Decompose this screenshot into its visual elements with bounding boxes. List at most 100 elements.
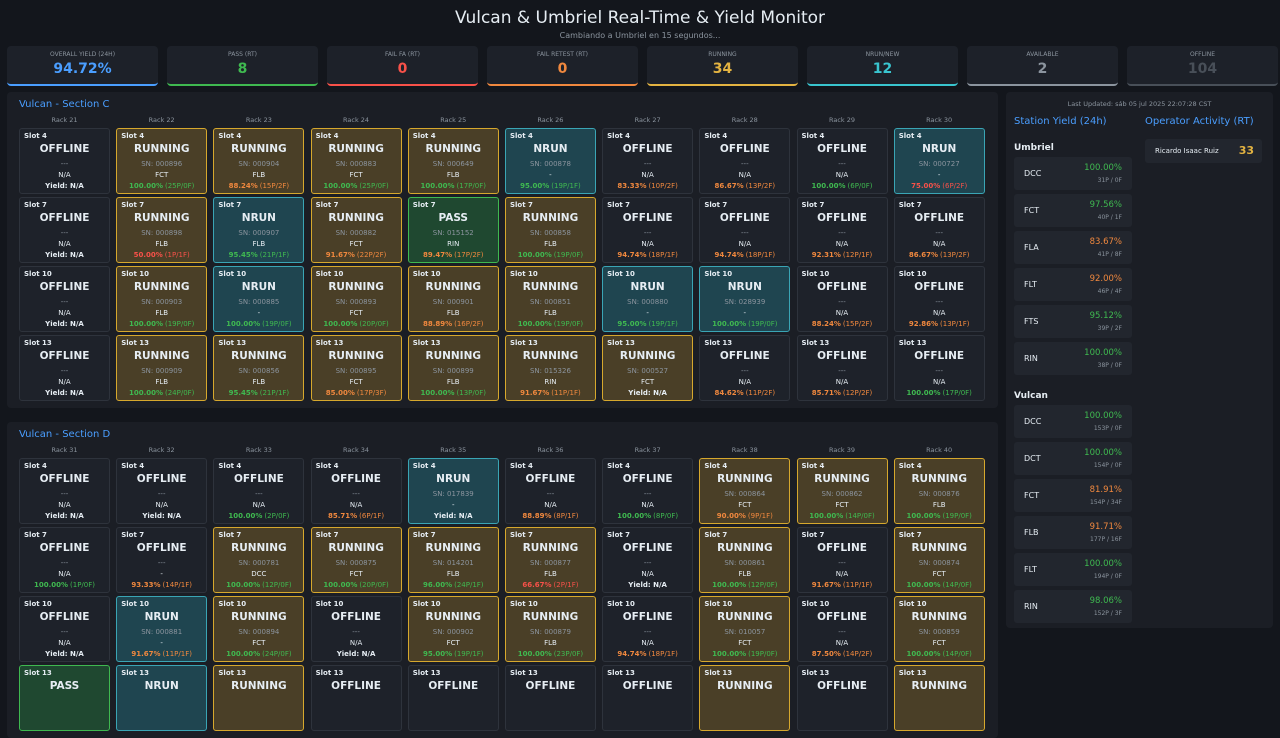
yield-value: Yield: N/A <box>628 389 667 397</box>
yield-line: Yield: N/A <box>20 251 109 262</box>
slot-status: RUNNING <box>328 143 384 155</box>
slot-label: Slot 10 <box>218 270 247 278</box>
slot-label: Slot 13 <box>509 669 538 677</box>
yield-count: (19P/0F) <box>164 320 195 328</box>
slot-status: RUNNING <box>522 611 579 623</box>
yield-value: 93.33% <box>131 581 161 589</box>
test-type: FLB <box>932 501 946 509</box>
yield-value: Yield: N/A <box>45 251 84 259</box>
slot-cell: Slot 7 RUNNING SN: 000877 FLB 66.67% (2P/1F) <box>504 527 596 593</box>
yield-line: 93.33% (14P/1F) <box>117 581 206 592</box>
serial-number: SN: 000876 <box>918 490 960 498</box>
slot-status: OFFLINE <box>39 473 90 485</box>
test-type: - <box>257 309 261 317</box>
slot-cell: Slot 13 OFFLINE <box>407 665 499 731</box>
yield-value: 100.00% <box>228 512 263 520</box>
slot-label: Slot 4 <box>412 462 436 470</box>
slot-cell: Slot 7 RUNNING SN: 000781 DCC 100.00% (12P/0F… <box>213 527 305 593</box>
slot-label: Slot 7 <box>898 201 922 209</box>
yield-line: 100.00% (25P/0F) <box>312 182 401 193</box>
kpi-value: 104 <box>1187 61 1218 77</box>
slot-cell: Slot 10 RUNNING SN: 000901 FLB 88.89% (16P/2F… <box>407 266 499 332</box>
yield-count: (9P/1F) <box>747 512 773 520</box>
station-yield: 100.00% <box>1084 348 1122 358</box>
serial-number: SN: 000903 <box>141 298 183 306</box>
slot-cell: Slot 13 OFFLINE --- N/A 84.62% (11P/2F) <box>699 335 791 401</box>
slot-cell: Slot 10 NRUN SN: 000880 - 95.00% (19P/1F) <box>602 266 694 332</box>
yield-value: 91.67% <box>325 251 355 259</box>
serial-number: --- <box>60 559 69 567</box>
test-type: FCT <box>932 570 946 578</box>
serial-number: SN: 028939 <box>724 298 766 306</box>
slot-label: Slot 7 <box>24 201 47 209</box>
page: Vulcan & Umbriel Real-Time & Yield Monit… <box>7 8 1278 731</box>
yield-line: 100.00% (23P/0F) <box>506 650 595 661</box>
slot-status: NRUN <box>144 611 179 623</box>
slot-label: Slot 10 <box>24 600 52 608</box>
rack-label: Rack 33 <box>245 446 272 454</box>
yield-count: (18P/1F) <box>648 650 678 658</box>
yield-line: 100.00% (20P/0F) <box>312 581 401 592</box>
serial-number: --- <box>838 229 846 237</box>
yield-value: 66.67% <box>522 581 552 589</box>
yield-line: 100.00% (14P/0F) <box>895 650 984 661</box>
serial-number: --- <box>60 160 69 168</box>
yield-line: 83.33% (10P/2F) <box>603 182 692 193</box>
kpi-value: 0 <box>557 61 568 77</box>
section-panel: Vulcan - Section D Rack 31 Rack 32 Rack 33 R… <box>7 422 998 738</box>
yield-line: 88.24% (15P/2F) <box>798 320 887 331</box>
slot-label: Slot 10 <box>121 600 149 608</box>
slot-status: NRUN <box>922 143 957 155</box>
yield-count: (24P/0F) <box>164 389 195 397</box>
serial-number: --- <box>838 298 846 306</box>
rack-label: Rack 27 <box>634 116 661 124</box>
test-type: FCT <box>349 171 363 179</box>
station-name: FCT <box>1024 491 1040 500</box>
rack-label: Rack 40 <box>926 446 953 454</box>
slot-cell: Slot 4 OFFLINE --- N/A 100.00% (8P/0F) <box>602 458 694 524</box>
slot-cell: Slot 10 RUNNING SN: 000859 FCT 100.00% (14P/0… <box>893 596 985 662</box>
yield-line: 100.00% (24P/0F) <box>214 650 303 661</box>
slot-cell: Slot 10 RUNNING SN: 010057 FCT 100.00% (19P/0… <box>699 596 791 662</box>
yield-line: 100.00% (20P/0F) <box>312 320 401 331</box>
serial-number: SN: 000896 <box>141 160 183 168</box>
rack-label: Rack 28 <box>731 116 758 124</box>
slot-cell: Slot 13 RUNNING <box>213 665 305 731</box>
slot-status: NRUN <box>144 680 179 692</box>
slot-cell: Slot 7 OFFLINE --- -93.33% (14P/1F) <box>116 527 208 593</box>
station-yield: 97.56% <box>1089 200 1122 210</box>
slot-cell: Slot 7 RUNNING SN: 000875 FCT 100.00% (20P/0F… <box>310 527 402 593</box>
test-type: FCT <box>932 639 946 647</box>
yield-value: 91.67% <box>131 650 161 658</box>
slot-status: RUNNING <box>522 281 579 293</box>
station-counts: 31P / 0F <box>1097 177 1122 184</box>
yield-line: 100.00% (19P/0F) <box>700 320 789 331</box>
yield-count: (23P/0F) <box>553 650 584 658</box>
kpi-label: NRUN/NEW <box>865 51 900 58</box>
yield-count: (17P/2F) <box>454 251 484 259</box>
yield-value: 87.50% <box>811 650 841 658</box>
serial-number: SN: 000883 <box>335 160 377 168</box>
test-type: N/A <box>738 240 751 248</box>
yield-count: (13P/0F) <box>456 389 486 397</box>
slot-status: OFFLINE <box>525 680 576 692</box>
slot-label: Slot 10 <box>218 600 247 608</box>
yield-line: Yield: N/A <box>20 182 109 193</box>
slot-cell: Slot 10 OFFLINE --- N/A Yield: N/A <box>19 596 110 662</box>
slot-cell: Slot 7 OFFLINE --- N/A Yield: N/A <box>19 197 110 263</box>
station-name: FCT <box>1024 206 1040 215</box>
slot-cell: Slot 13 NRUN <box>116 665 208 731</box>
slot-cell: Slot 4 OFFLINE --- N/A 83.33% (10P/2F) <box>602 128 694 194</box>
slot-label: Slot 10 <box>801 600 830 608</box>
slot-label: Slot 7 <box>801 531 825 539</box>
serial-number: SN: 000864 <box>724 490 766 498</box>
kpi-label: PASS (RT) <box>228 51 257 58</box>
slot-label: Slot 13 <box>218 339 247 347</box>
rack-label: Rack 22 <box>148 116 175 124</box>
slot-cell: Slot 13 RUNNING SN: 015326 RIN 91.67% (11P/1F… <box>504 335 596 401</box>
test-type: FCT <box>738 501 752 509</box>
yield-count: (15P/2F) <box>259 182 290 190</box>
section-title: Vulcan - Section D <box>19 429 111 440</box>
station-counts: 46P / 4F <box>1097 288 1122 295</box>
station-counts: 153P / 0F <box>1093 425 1122 432</box>
